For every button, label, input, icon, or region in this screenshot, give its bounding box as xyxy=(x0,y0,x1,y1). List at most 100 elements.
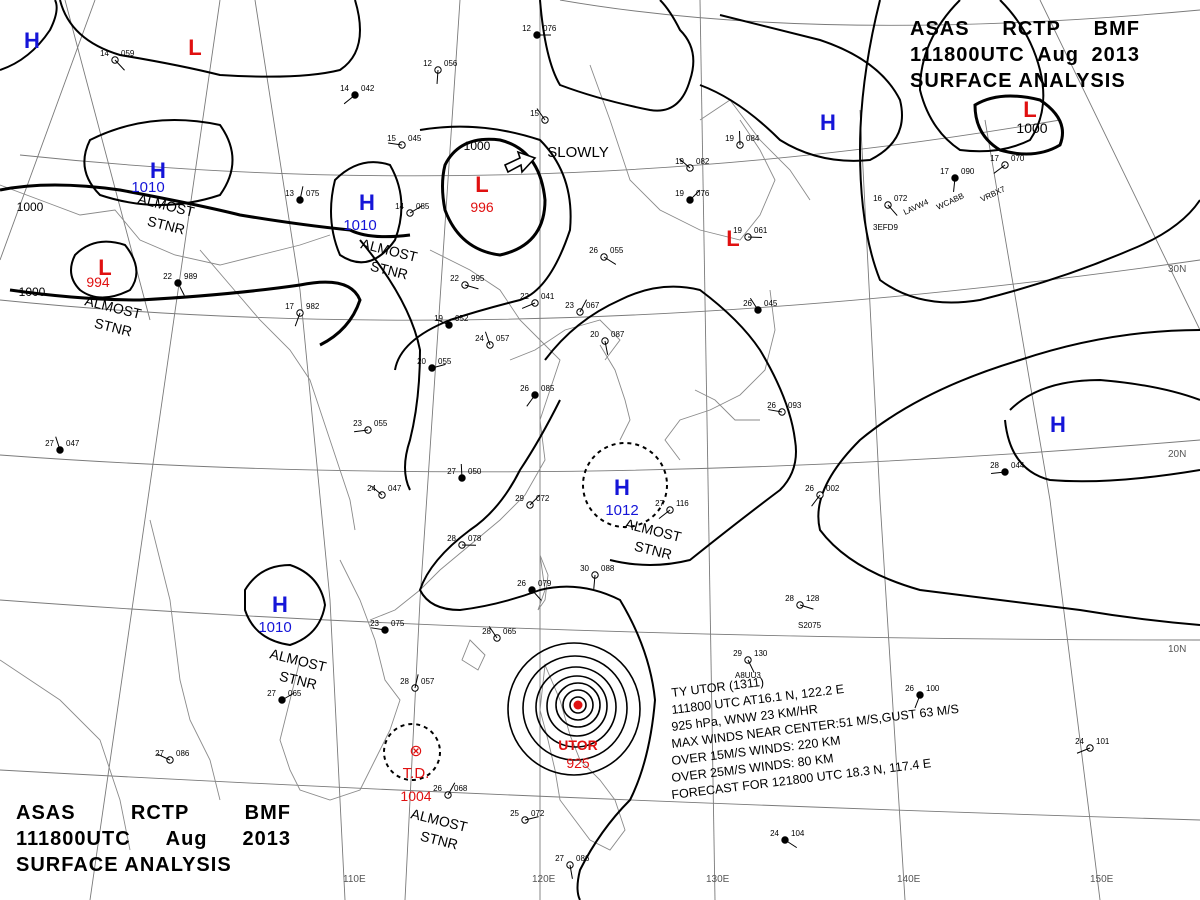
station-temperature: 23 xyxy=(370,619,379,628)
header-agency-row: ASAS RCTP BMF xyxy=(16,800,291,826)
station-report: 23 067 xyxy=(565,299,600,316)
station-report: 27 050 xyxy=(447,463,482,482)
station-pressure: 075 xyxy=(306,189,320,198)
wind-barb xyxy=(371,627,386,631)
meridian-line xyxy=(89,0,221,900)
station-pressure: 079 xyxy=(538,579,552,588)
station-temperature: 22 xyxy=(520,292,529,301)
typhoon-name-label: UTOR xyxy=(558,737,597,753)
station-pressure: 076 xyxy=(543,24,557,33)
station-pressure: 100 xyxy=(926,684,940,693)
coastlines xyxy=(0,64,811,851)
header-agency-3: BMF xyxy=(1093,18,1140,40)
station-temperature: 17 xyxy=(285,302,294,311)
wind-barb xyxy=(281,692,295,701)
parallel-line xyxy=(0,439,1200,473)
station-report: 24 047 xyxy=(367,484,402,499)
header-agency-1: ASAS xyxy=(16,802,76,824)
station-pressure: 002 xyxy=(826,484,840,493)
isobar xyxy=(244,563,327,647)
typhoon-isobars xyxy=(507,642,641,776)
tropical-depression-circle xyxy=(383,723,441,781)
station-temperature: 27 xyxy=(655,499,664,508)
wind-barb xyxy=(431,363,446,369)
coastline-japan xyxy=(694,389,760,421)
tropical-depression-label: T.D. xyxy=(403,765,430,782)
station-report: 12 056 xyxy=(423,59,458,85)
station-pressure: 128 xyxy=(806,594,820,603)
station-pressure: 065 xyxy=(503,627,517,636)
station-temperature: 19 xyxy=(725,134,734,143)
isobar xyxy=(359,239,422,491)
header-agency-2: RCTP xyxy=(1002,18,1061,40)
header-time-1: 111800UTC xyxy=(910,44,1025,66)
wind-barb xyxy=(569,864,573,879)
latitude-label: 20N xyxy=(1168,449,1186,460)
station-report: 17 982 xyxy=(285,302,320,327)
header-time-row: 111800UTC Aug 2013 xyxy=(16,826,291,852)
station-temperature: 24 xyxy=(1075,737,1084,746)
station-report: 26 093 xyxy=(767,401,802,416)
center-pressure-value: 1004 xyxy=(400,788,431,804)
center-pressure-value: 1010 xyxy=(258,619,291,636)
isobar xyxy=(1004,419,1200,483)
isobar xyxy=(817,329,1200,626)
station-temperature: 30 xyxy=(580,564,589,573)
low-pressure-symbol: L xyxy=(188,35,201,60)
wind-barb xyxy=(747,659,755,673)
station-temperature: 28 xyxy=(447,534,456,543)
isobar xyxy=(59,0,361,78)
center-pressure-value: 994 xyxy=(86,274,110,290)
station-pressure: 047 xyxy=(66,439,80,448)
low-pressure-symbol: L xyxy=(726,226,739,251)
coastline xyxy=(0,184,331,266)
coastline xyxy=(589,64,776,241)
station-report: 29 072 xyxy=(515,494,550,509)
station-temperature: 24 xyxy=(475,334,484,343)
wind-barb xyxy=(658,509,671,520)
station-pressure: 093 xyxy=(788,401,802,410)
station-pressure: 065 xyxy=(288,689,302,698)
station-pressure: 078 xyxy=(468,534,482,543)
wind-barb xyxy=(114,59,125,71)
station-pressure: 086 xyxy=(576,854,590,863)
wind-barb xyxy=(409,205,423,214)
typhoon-center-marker xyxy=(573,700,583,710)
station-temperature: 15 xyxy=(530,109,539,118)
station-pressure: 085 xyxy=(416,202,430,211)
longitude-label: 120E xyxy=(532,874,556,885)
wind-barb xyxy=(299,186,304,201)
station-report: 26 045 xyxy=(743,297,778,314)
high-pressure-symbol: H xyxy=(359,190,375,215)
parallel-line xyxy=(559,0,1200,26)
station-report: 22 989 xyxy=(163,272,198,296)
meridian-line xyxy=(699,0,716,900)
station-temperature: 29 xyxy=(733,649,742,658)
station-temperature: 25 xyxy=(510,809,519,818)
wind-barb xyxy=(526,394,536,407)
wind-barb xyxy=(354,429,369,433)
station-report: 17 070 xyxy=(990,154,1025,174)
station-report: 20 087 xyxy=(590,330,625,355)
dashed-circles xyxy=(383,442,668,781)
header-time-row: 111800UTC Aug 2013 xyxy=(910,42,1140,68)
header-time-1: 111800UTC xyxy=(16,828,131,850)
station-pressure: 989 xyxy=(184,272,198,281)
header-agency-3: BMF xyxy=(244,802,291,824)
wind-barb xyxy=(1076,747,1091,754)
station-report: 15 xyxy=(530,108,549,124)
station-temperature: 26 xyxy=(433,784,442,793)
wind-barb xyxy=(447,782,456,796)
isobar xyxy=(918,0,1045,153)
center-pressure-value: 1010 xyxy=(343,217,376,234)
station-report: 30 088 xyxy=(580,564,615,589)
station-pressure: 042 xyxy=(361,84,375,93)
meridian-line xyxy=(404,0,461,900)
isobar-1000 xyxy=(973,94,1064,156)
isobar xyxy=(70,240,138,299)
station-report: 19 052 xyxy=(434,314,469,329)
wind-barb xyxy=(521,302,536,309)
longitude-label: 130E xyxy=(706,874,730,885)
coastline-hainan xyxy=(461,639,486,671)
